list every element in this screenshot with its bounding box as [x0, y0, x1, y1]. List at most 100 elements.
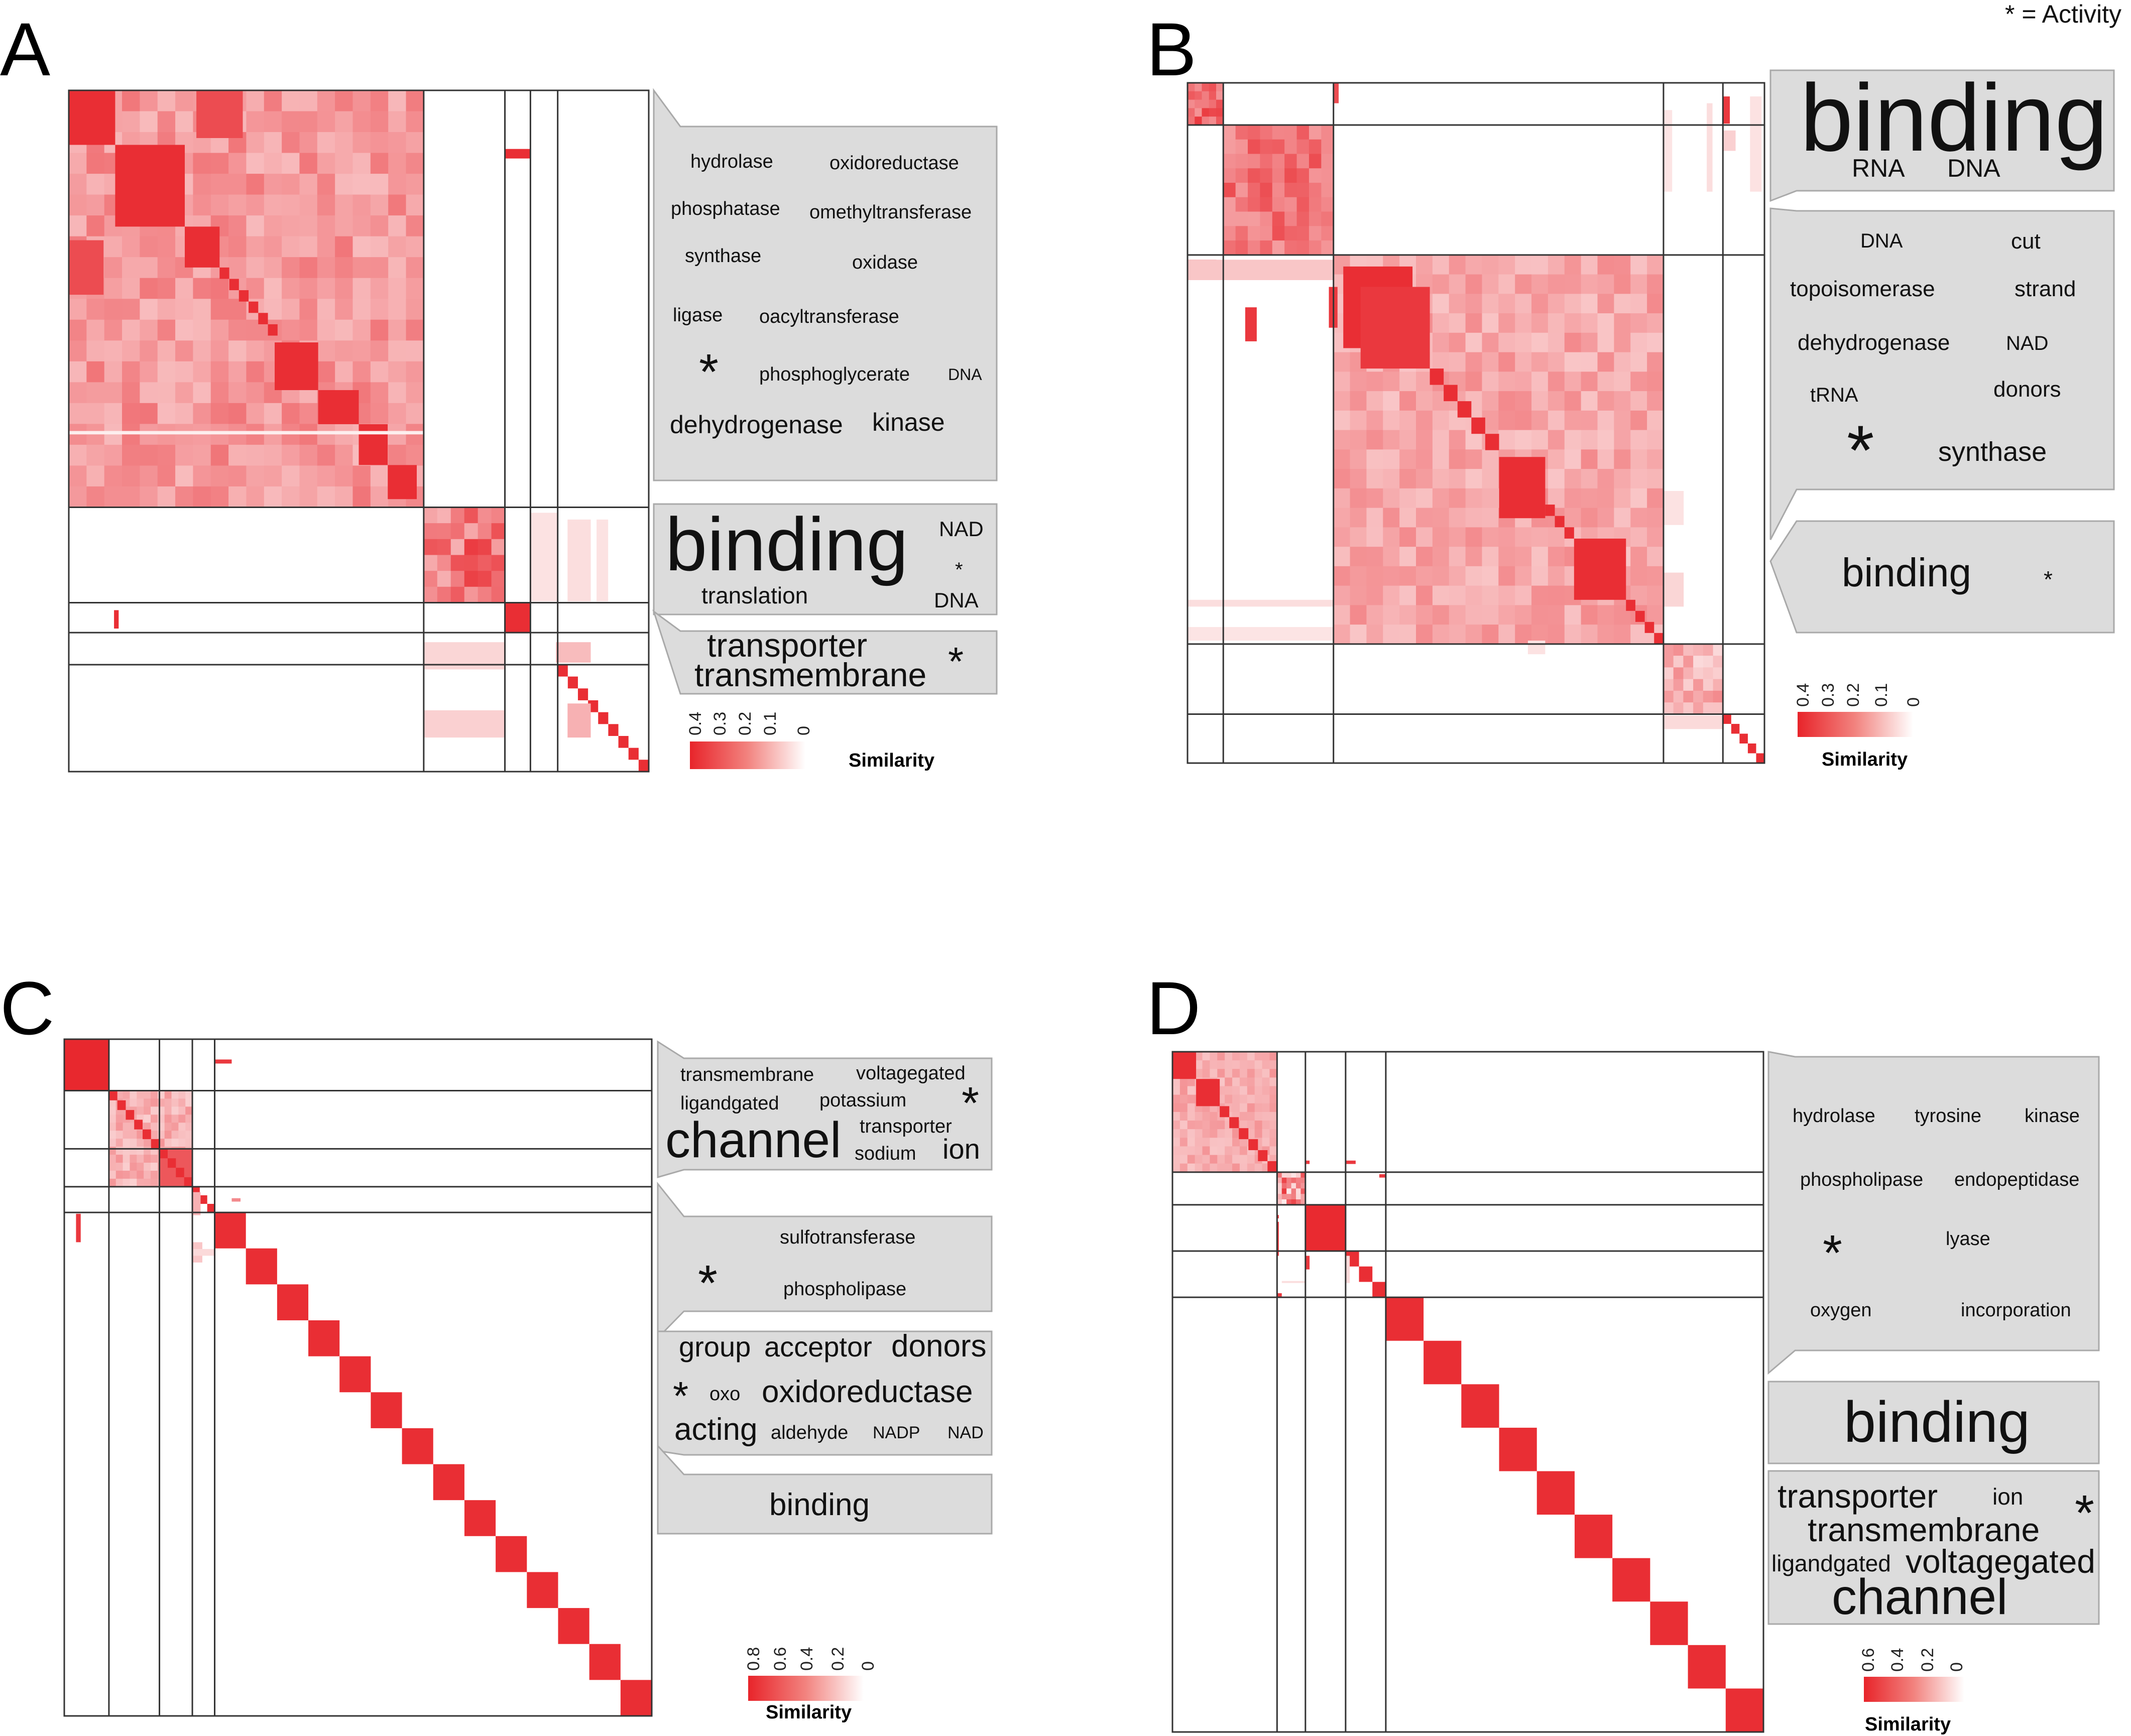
- heatmap-cell: [1515, 313, 1532, 333]
- heatmap-cell: [335, 444, 353, 466]
- heatmap-cell: [1229, 1117, 1239, 1129]
- heatmap-cell: [1531, 255, 1549, 275]
- heatmap-cell: [192, 1192, 201, 1215]
- heatmap-cell: [1305, 1256, 1310, 1270]
- heatmap-cell: [137, 1178, 144, 1187]
- heatmap-cell: [1630, 332, 1647, 353]
- heatmap-cell: [1432, 527, 1450, 547]
- heatmap-cell: [246, 424, 265, 445]
- heatmap-cell: [1647, 527, 1664, 547]
- heatmap-cell: [1432, 605, 1450, 625]
- word: *: [955, 559, 963, 581]
- heatmap-cell: [1612, 1558, 1650, 1602]
- heatmap-cell: [193, 424, 211, 445]
- heatmap-cell: [1581, 352, 1598, 372]
- heatmap-cell: [1548, 313, 1565, 333]
- heatmap-cell: [1284, 226, 1297, 241]
- heatmap-cell: [335, 257, 353, 279]
- heatmap-cell: [1673, 702, 1684, 715]
- heatmap-cell: [193, 278, 211, 299]
- heatmap-cell: [246, 278, 265, 299]
- heatmap-cell: [1272, 240, 1285, 256]
- heatmap-cell: [423, 555, 438, 571]
- heatmap-cell: [1202, 1138, 1211, 1147]
- heatmap-cell: [1449, 430, 1466, 450]
- heatmap-cell: [335, 194, 353, 216]
- heatmap-cell: [299, 299, 318, 320]
- heatmap-cell: [246, 132, 265, 154]
- heatmap-cell: [1527, 641, 1546, 655]
- heatmap-cell: [1465, 527, 1483, 547]
- heatmap-cell: [1216, 99, 1224, 109]
- heatmap-cell: [86, 319, 105, 341]
- heatmap-cell: [317, 174, 335, 195]
- heatmap-cell: [352, 486, 371, 508]
- heatmap-cell: [352, 111, 371, 133]
- heatmap-cell: [1262, 1129, 1270, 1138]
- word: cut: [2011, 229, 2041, 254]
- heatmap-cell: [299, 174, 318, 195]
- heatmap-cell: [423, 523, 438, 540]
- heatmap-cell: [137, 1131, 144, 1139]
- heatmap-cell: [130, 1098, 137, 1107]
- heatmap-cell: [1449, 547, 1466, 567]
- heatmap-cell: [1597, 391, 1614, 411]
- heatmap-cell: [1449, 605, 1466, 625]
- heatmap-cell: [115, 1170, 124, 1179]
- heatmap-cell: [1284, 211, 1297, 226]
- legend-gradient: [748, 1676, 864, 1701]
- heatmap-cell: [1179, 1163, 1188, 1173]
- heatmap-cell: [1647, 605, 1664, 625]
- heatmap-cell: [1683, 690, 1694, 703]
- heatmap-cell: [1277, 1172, 1282, 1178]
- heatmap-cell: [1564, 527, 1574, 539]
- heatmap-cell: [1673, 679, 1684, 691]
- heatmap-cell: [491, 539, 506, 556]
- heatmap-cell: [122, 111, 140, 133]
- heatmap-cell: [69, 340, 87, 362]
- heatmap-cell: [157, 90, 176, 112]
- heatmap-cell: [406, 340, 424, 362]
- heatmap-cell: [122, 424, 140, 445]
- heatmap-cell: [1581, 508, 1598, 528]
- heatmap-cell: [1232, 1103, 1240, 1112]
- heatmap-cell: [264, 278, 282, 299]
- heatmap-cell: [69, 403, 87, 424]
- heatmap-cell: [178, 1106, 186, 1115]
- heatmap-cell: [178, 1098, 186, 1107]
- heatmap-cell: [264, 257, 282, 279]
- heatmap-cell: [1321, 211, 1334, 226]
- heatmap-cell: [1309, 154, 1322, 169]
- heatmap-cell: [1548, 527, 1565, 547]
- heatmap-cell: [1498, 255, 1515, 275]
- heatmap-cell: [1272, 168, 1285, 183]
- heatmap-cell: [157, 424, 176, 445]
- heatmap-cell: [558, 1608, 589, 1644]
- panel-letter: B: [1146, 7, 1197, 91]
- heatmap-cell: [1345, 1256, 1350, 1283]
- heatmap-cell: [299, 444, 318, 466]
- heatmap-cell: [1515, 274, 1532, 294]
- heatmap-cell: [150, 1163, 158, 1171]
- heatmap-cell: [335, 215, 353, 237]
- heatmap-cell: [228, 444, 247, 466]
- word: aldehyde: [771, 1422, 848, 1443]
- heatmap-cell: [1597, 449, 1614, 469]
- heatmap-cell: [388, 424, 407, 445]
- heatmap-cell: [246, 465, 265, 487]
- heatmap-cell: [1350, 469, 1367, 489]
- heatmap-cell: [157, 1131, 165, 1139]
- heatmap-cell: [317, 257, 335, 279]
- heatmap-cell: [1223, 226, 1236, 241]
- heatmap-cell: [210, 424, 229, 445]
- heatmap-cell: [1614, 410, 1631, 431]
- word: oxidase: [852, 252, 918, 273]
- heatmap-cell: [122, 319, 140, 341]
- heatmap-cell: [1277, 1199, 1282, 1205]
- heatmap-cell: [1564, 391, 1582, 411]
- heatmap-cell: [1195, 1129, 1203, 1138]
- heatmap-cell: [1350, 508, 1367, 528]
- heatmap-cell: [210, 444, 229, 466]
- heatmap-cell: [86, 340, 105, 362]
- heatmap-cell: [1248, 168, 1260, 183]
